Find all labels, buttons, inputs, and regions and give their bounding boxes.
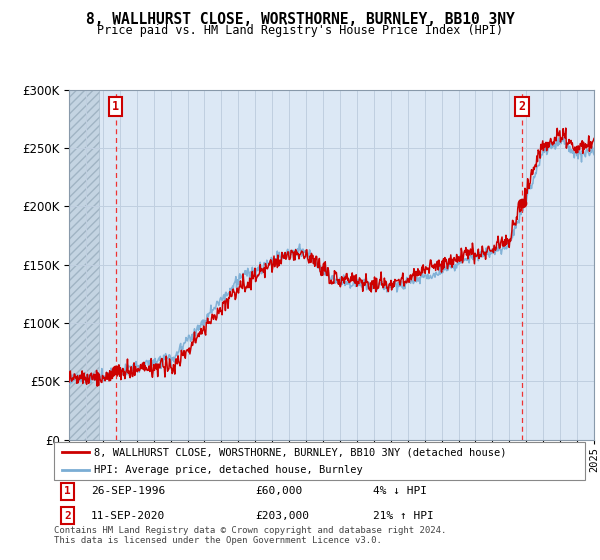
- Text: 2: 2: [64, 511, 71, 521]
- Text: 4% ↓ HPI: 4% ↓ HPI: [373, 486, 427, 496]
- Text: £60,000: £60,000: [256, 486, 303, 496]
- FancyBboxPatch shape: [54, 442, 585, 480]
- Text: £203,000: £203,000: [256, 511, 310, 521]
- Text: Contains HM Land Registry data © Crown copyright and database right 2024.: Contains HM Land Registry data © Crown c…: [54, 526, 446, 535]
- Text: 8, WALLHURST CLOSE, WORSTHORNE, BURNLEY, BB10 3NY: 8, WALLHURST CLOSE, WORSTHORNE, BURNLEY,…: [86, 12, 514, 27]
- Text: Price paid vs. HM Land Registry's House Price Index (HPI): Price paid vs. HM Land Registry's House …: [97, 24, 503, 37]
- Text: 1: 1: [112, 100, 119, 113]
- Bar: [69, 90, 100, 440]
- Text: 1: 1: [64, 486, 71, 496]
- Text: 11-SEP-2020: 11-SEP-2020: [91, 511, 166, 521]
- Text: 26-SEP-1996: 26-SEP-1996: [91, 486, 166, 496]
- Text: This data is licensed under the Open Government Licence v3.0.: This data is licensed under the Open Gov…: [54, 536, 382, 545]
- Text: 2: 2: [518, 100, 526, 113]
- Text: 21% ↑ HPI: 21% ↑ HPI: [373, 511, 433, 521]
- Text: 8, WALLHURST CLOSE, WORSTHORNE, BURNLEY, BB10 3NY (detached house): 8, WALLHURST CLOSE, WORSTHORNE, BURNLEY,…: [94, 447, 506, 457]
- Text: HPI: Average price, detached house, Burnley: HPI: Average price, detached house, Burn…: [94, 465, 362, 475]
